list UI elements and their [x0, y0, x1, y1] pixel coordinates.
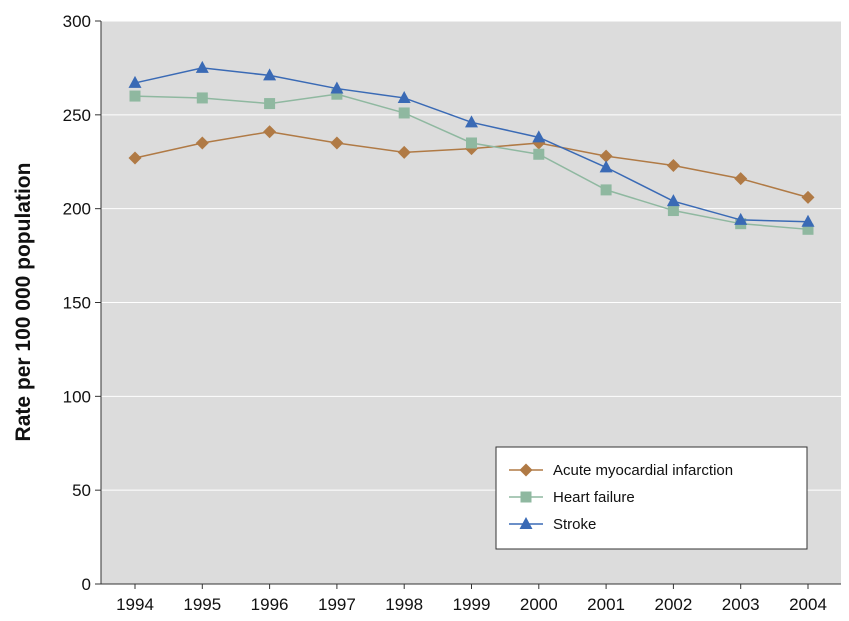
series-square — [129, 88, 814, 235]
y-tick-label: 0 — [82, 575, 91, 594]
data-point — [465, 115, 478, 128]
data-point — [397, 90, 411, 103]
x-tick-label: 1995 — [183, 595, 221, 614]
y-axis-title: Rate per 100 000 population — [12, 163, 35, 442]
legend-item: Heart failure — [509, 489, 635, 506]
x-tick-label: 2001 — [587, 595, 625, 614]
data-point — [195, 136, 209, 150]
legend-marker — [519, 517, 533, 529]
x-tick-label: 2000 — [520, 595, 558, 614]
legend-item: Stroke — [509, 516, 596, 533]
data-point — [599, 149, 613, 163]
x-tick-label: 1996 — [251, 595, 289, 614]
x-tick-label: 1999 — [453, 595, 491, 614]
data-point — [599, 160, 613, 173]
legend-label: Stroke — [553, 516, 596, 533]
data-point — [666, 194, 680, 207]
y-tick-label: 150 — [63, 294, 91, 313]
series-triangle — [128, 60, 815, 227]
series-diamond — [128, 125, 815, 204]
data-point — [129, 90, 141, 102]
axes: 0 50 100 150 200 250 300 1994 1995 1996 1997 1998 19… — [63, 12, 841, 614]
data-point — [128, 75, 142, 88]
legend-label: Acute myocardial infarction — [553, 462, 733, 479]
x-tick-label: 2002 — [654, 595, 692, 614]
data-point — [666, 159, 680, 173]
data-point — [600, 184, 612, 196]
legend-marker — [519, 463, 533, 477]
data-point — [398, 107, 410, 119]
x-tick-label: 2003 — [722, 595, 760, 614]
data-point — [466, 137, 477, 149]
data-point — [397, 145, 411, 159]
x-tick-label: 1997 — [318, 595, 356, 614]
data-point — [330, 81, 344, 94]
data-point — [263, 68, 277, 81]
x-tick-label: 2004 — [789, 595, 827, 614]
series-layer — [128, 60, 815, 235]
data-point — [330, 136, 344, 150]
legend-item: Acute myocardial infarction — [509, 462, 733, 479]
y-tick-label: 300 — [63, 12, 91, 31]
data-point — [801, 190, 815, 204]
data-point — [734, 172, 748, 186]
data-point — [734, 212, 748, 225]
data-point — [128, 151, 142, 165]
legend-marker — [520, 491, 532, 503]
y-tick-label: 200 — [63, 200, 91, 219]
legend-box — [495, 446, 808, 550]
legend-label: Heart failure — [553, 489, 635, 506]
x-tick-label: 1998 — [385, 595, 423, 614]
data-point — [802, 223, 814, 235]
data-point — [196, 92, 208, 104]
data-point — [533, 148, 545, 160]
gridlines — [101, 20, 841, 491]
data-point — [195, 60, 209, 73]
legend: Acute myocardial infarction Heart failure… — [495, 446, 808, 550]
data-point — [264, 98, 276, 110]
data-point — [331, 88, 343, 100]
x-tick-label: 1994 — [116, 595, 154, 614]
y-tick-label: 50 — [72, 481, 91, 500]
data-point — [801, 214, 815, 227]
data-point — [532, 130, 546, 143]
data-point — [667, 205, 679, 217]
y-tick-label: 100 — [63, 387, 91, 406]
data-point — [263, 125, 277, 139]
y-tick-label: 250 — [63, 106, 91, 125]
